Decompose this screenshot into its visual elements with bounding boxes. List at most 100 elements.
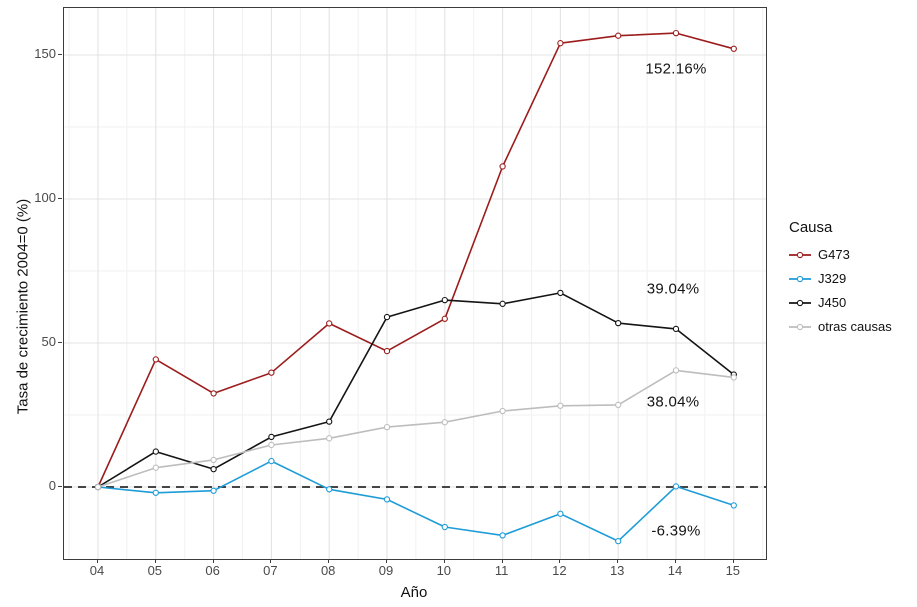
series-point-otras-causas <box>326 435 333 442</box>
y-tick-mark <box>58 486 62 487</box>
x-tick-mark <box>617 559 619 563</box>
series-point-G473 <box>730 45 737 52</box>
series-point-J450 <box>441 296 448 304</box>
x-tick-label: 04 <box>89 563 105 578</box>
series-point-J329 <box>672 483 680 490</box>
x-tick-mark <box>270 559 272 563</box>
series-point-J450 <box>557 289 564 297</box>
series-point-J329 <box>615 537 622 545</box>
series-point-G473 <box>615 32 622 39</box>
x-tick-mark <box>97 559 98 563</box>
y-tick-mark <box>58 342 62 343</box>
x-tick-label: 12 <box>552 563 567 578</box>
series-point-otras-causas <box>499 407 506 415</box>
legend-item-otras-causas: otras causas <box>789 319 892 334</box>
series-point-G473 <box>672 29 680 37</box>
series-point-otras-causas <box>441 419 448 426</box>
series-point-otras-causas <box>268 441 275 449</box>
x-tick-mark <box>212 559 214 563</box>
series-point-J450 <box>210 465 217 473</box>
series-point-G473 <box>152 356 159 363</box>
annotation-152.16: 152.16% <box>645 60 707 78</box>
series-line-otras-causas <box>97 369 734 488</box>
series-point-otras-causas <box>672 367 680 374</box>
x-tick-label: 11 <box>494 563 509 578</box>
x-tick-label: 08 <box>320 563 336 578</box>
y-tick-label: 150 <box>34 46 56 61</box>
series-point-otras-causas <box>730 374 737 381</box>
x-tick-label: 07 <box>263 563 278 578</box>
series-point-J329 <box>557 510 564 517</box>
x-tick-mark <box>675 559 676 563</box>
y-tick-label: 50 <box>41 334 56 349</box>
series-point-J329 <box>326 486 333 493</box>
series-point-G473 <box>326 320 333 327</box>
annotation--6.39: -6.39% <box>651 522 701 540</box>
series-point-J450 <box>152 448 159 455</box>
x-tick-label: 14 <box>667 563 683 578</box>
series-point-G473 <box>499 163 506 170</box>
y-tick-mark <box>58 198 62 199</box>
x-tick-mark <box>328 559 330 563</box>
x-tick-mark <box>154 559 156 563</box>
series-point-J329 <box>268 457 275 465</box>
legend-item-G473: G473 <box>789 247 892 262</box>
legend: Causa G473 J329 J450 otras causas <box>789 219 892 343</box>
x-tick-label: 09 <box>378 563 394 578</box>
legend-item-J329: J329 <box>789 271 892 286</box>
legend-items: G473 J329 J450 otras causas <box>789 247 892 334</box>
series-point-G473 <box>557 40 564 47</box>
x-tick-mark <box>501 559 503 563</box>
series-line-J450 <box>97 292 735 488</box>
series-point-J329 <box>730 502 737 509</box>
x-tick-label: 13 <box>609 563 625 578</box>
x-axis-title: Año <box>400 584 428 601</box>
x-tick-label: 06 <box>205 563 220 578</box>
series-point-otras-causas <box>152 464 159 471</box>
series-point-otras-causas <box>383 423 391 431</box>
legend-key-icon <box>789 275 811 282</box>
y-tick-label: 0 <box>48 478 56 493</box>
series-point-J329 <box>499 532 506 539</box>
legend-key-icon <box>789 251 811 258</box>
legend-item-J450: J450 <box>789 295 892 310</box>
series-point-J329 <box>383 496 391 503</box>
legend-title: Causa <box>789 219 833 236</box>
y-axis-title: Tasa de crecimiento 2004=0 (%) <box>14 198 32 415</box>
series-point-J450 <box>383 313 391 321</box>
annotation-39.04: 39.04% <box>646 280 700 298</box>
legend-label: J329 <box>818 271 847 286</box>
legend-label: J450 <box>818 295 847 310</box>
series-point-J450 <box>268 433 275 441</box>
series-point-otras-causas <box>94 483 102 491</box>
series-point-G473 <box>210 390 217 397</box>
y-tick-label: 100 <box>34 190 56 205</box>
series-line-G473 <box>97 32 735 488</box>
series-point-J450 <box>672 325 680 333</box>
x-tick-mark <box>559 559 561 563</box>
series-point-J450 <box>499 300 506 307</box>
legend-key-icon <box>789 323 811 330</box>
y-tick-mark <box>58 54 62 55</box>
x-tick-mark <box>732 559 734 563</box>
legend-label: G473 <box>818 247 850 262</box>
series-point-G473 <box>268 369 275 376</box>
plot-panel: 152.16% 39.04% 38.04% -6.39% <box>63 7 767 560</box>
series-point-otras-causas <box>615 401 622 409</box>
series-point-J329 <box>210 487 217 494</box>
series-point-J450 <box>326 418 333 425</box>
series-point-G473 <box>383 347 391 355</box>
series-point-otras-causas <box>557 402 564 409</box>
series-line-J329 <box>97 460 735 542</box>
x-tick-label: 10 <box>436 563 452 578</box>
x-tick-label: 15 <box>725 563 741 578</box>
legend-label: otras causas <box>818 319 892 334</box>
series-point-J450 <box>615 319 622 327</box>
series-point-J329 <box>152 489 159 496</box>
series-point-J329 <box>441 523 448 531</box>
x-tick-mark <box>386 559 387 563</box>
series-point-G473 <box>441 315 448 322</box>
annotation-38.04: 38.04% <box>646 393 700 411</box>
x-tick-label: 05 <box>147 563 163 578</box>
